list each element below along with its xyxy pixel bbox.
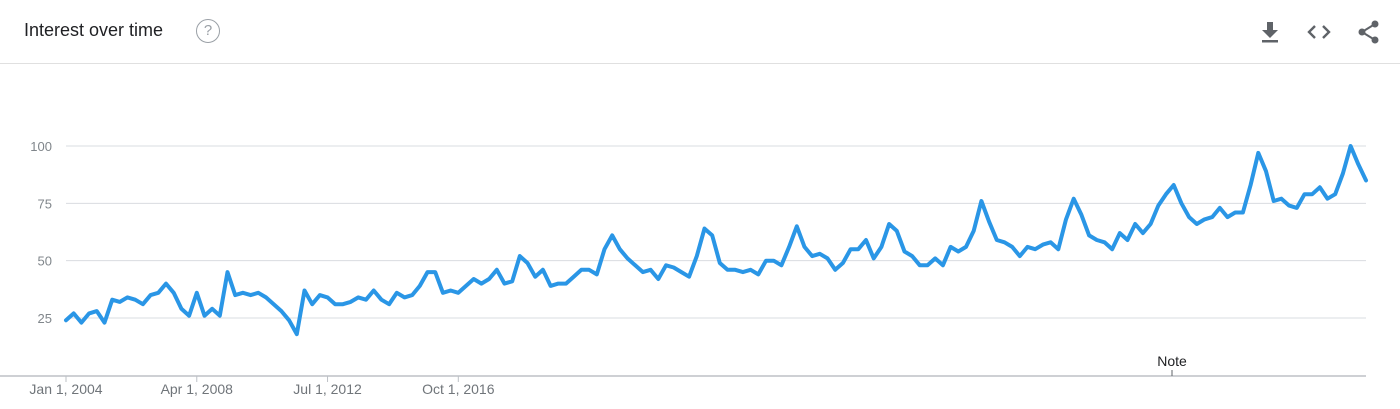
x-tick-label-3: Oct 1, 2016 — [422, 381, 495, 397]
y-tick-25: 25 — [38, 311, 52, 326]
grid-lines — [66, 145, 1366, 319]
y-tick-75: 75 — [38, 196, 52, 211]
x-tick-label-0: Jan 1, 2004 — [29, 381, 102, 397]
share-icon[interactable] — [1355, 18, 1383, 46]
series-line — [64, 144, 1368, 337]
chart-title: Interest over time — [24, 20, 164, 40]
x-tick-label-2: Jul 1, 2012 — [293, 381, 362, 397]
y-tick-labels: 25 50 75 100 — [30, 139, 52, 326]
x-tick-label-1: Apr 1, 2008 — [161, 381, 234, 397]
download-icon[interactable] — [1256, 18, 1284, 46]
embed-code-icon[interactable] — [1305, 18, 1333, 46]
chart-header: Interest over time ? — [0, 0, 1400, 64]
x-tick-labels: Jan 1, 2004 Apr 1, 2008 Jul 1, 2012 Oct 1, … — [29, 376, 495, 397]
help-icon[interactable]: ? — [196, 19, 220, 43]
y-tick-50: 50 — [38, 254, 52, 269]
note-annotation[interactable]: Note — [1157, 353, 1187, 376]
interest-line-chart: 25 50 75 100 Jan 1, 2004 Apr 1, 2008 Jul 1, 2… — [0, 139, 1368, 397]
y-tick-100: 100 — [30, 139, 52, 154]
note-label: Note — [1157, 353, 1187, 369]
